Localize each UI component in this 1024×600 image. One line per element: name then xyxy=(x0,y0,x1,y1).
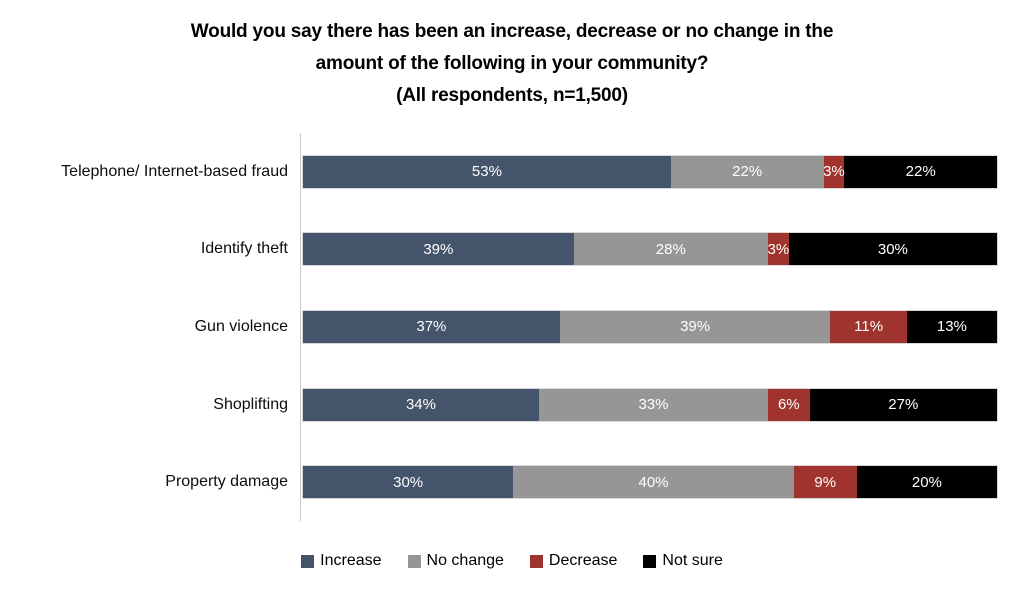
segment-value-label: 40% xyxy=(638,473,669,491)
segment-value-label: 13% xyxy=(936,318,967,336)
segment-value-label: 22% xyxy=(732,163,763,181)
chart-row: Property damage 30% 40% 9% 20% xyxy=(0,443,1024,521)
bar-segment-decrease: 3% xyxy=(767,233,790,266)
segment-value-label: 20% xyxy=(911,473,942,491)
bar-segment-not-sure: 13% xyxy=(906,310,997,343)
stacked-bar: 39% 28% 3% 30% xyxy=(302,232,998,267)
chart-row: Telephone/ Internet-based fraud 53% 22% 3% 2… xyxy=(0,133,1024,211)
category-label: Telephone/ Internet-based fraud xyxy=(61,162,288,180)
segment-value-label: 11% xyxy=(854,318,884,336)
chart-subtitle: (All respondents, n=1,500) xyxy=(396,85,628,106)
segment-value-label: 9% xyxy=(814,473,837,491)
category-label: Gun violence xyxy=(194,317,288,335)
stacked-bar: 30% 40% 9% 20% xyxy=(302,465,998,500)
category-label: Identify theft xyxy=(200,240,288,258)
bar-segment-no-change: 39% xyxy=(559,310,831,343)
legend-item-decrease: Decrease xyxy=(529,552,618,570)
legend-swatch-icon xyxy=(407,554,421,568)
segment-value-label: 3% xyxy=(823,163,845,181)
segment-value-label: 53% xyxy=(471,163,502,181)
bar-segment-increase: 53% xyxy=(303,155,671,188)
chart-title: Would you say there has been an increase… xyxy=(0,16,1024,112)
legend-swatch-icon xyxy=(301,554,315,568)
legend-label: Decrease xyxy=(548,552,618,569)
category-label: Property damage xyxy=(165,473,288,491)
chart-title-line-2: amount of the following in your communit… xyxy=(315,53,709,74)
legend-item-increase: Increase xyxy=(301,552,382,570)
legend-label: Increase xyxy=(320,552,382,569)
legend-swatch-icon xyxy=(643,554,657,568)
bar-segment-increase: 30% xyxy=(303,466,514,499)
bar-segment-decrease: 3% xyxy=(823,155,845,188)
bar-segment-no-change: 28% xyxy=(573,233,768,266)
legend-item-no-change: No change xyxy=(407,552,504,570)
bar-segment-no-change: 22% xyxy=(670,155,824,188)
legend-label: Not sure xyxy=(662,552,723,569)
plot-area: Telephone/ Internet-based fraud 53% 22% 3% 2… xyxy=(0,133,1024,521)
bar-segment-not-sure: 30% xyxy=(788,233,997,266)
legend-swatch-icon xyxy=(529,554,543,568)
segment-value-label: 37% xyxy=(416,318,447,336)
segment-value-label: 30% xyxy=(877,240,908,258)
bar-rows: Telephone/ Internet-based fraud 53% 22% 3% 2… xyxy=(0,133,1024,521)
bar-segment-decrease: 11% xyxy=(830,310,907,343)
segment-value-label: 22% xyxy=(905,163,936,181)
segment-value-label: 33% xyxy=(638,396,669,414)
y-axis-line xyxy=(300,133,301,521)
chart-row: Identify theft 39% 28% 3% 30% xyxy=(0,211,1024,289)
bar-segment-no-change: 40% xyxy=(513,466,794,499)
segment-value-label: 34% xyxy=(405,396,436,414)
segment-value-label: 6% xyxy=(777,396,800,414)
segment-value-label: 39% xyxy=(423,240,454,258)
bar-segment-decrease: 9% xyxy=(793,466,857,499)
chart-row: Gun violence 37% 39% 11% 13% xyxy=(0,288,1024,366)
bar-segment-not-sure: 22% xyxy=(844,155,997,188)
bar-segment-no-change: 33% xyxy=(538,388,768,421)
bar-segment-increase: 34% xyxy=(303,388,539,421)
legend: Increase No change Decrease Not sure xyxy=(0,552,1024,570)
bar-segment-not-sure: 20% xyxy=(856,466,997,499)
stacked-bar: 34% 33% 6% 27% xyxy=(302,387,998,422)
stacked-bar: 53% 22% 3% 22% xyxy=(302,154,998,189)
legend-item-not-sure: Not sure xyxy=(643,552,723,570)
segment-value-label: 39% xyxy=(680,318,711,336)
bar-segment-increase: 37% xyxy=(303,310,560,343)
segment-value-label: 30% xyxy=(393,473,424,491)
segment-value-label: 3% xyxy=(767,240,790,258)
legend-label: No change xyxy=(426,552,504,569)
bar-segment-decrease: 6% xyxy=(767,388,810,421)
chart-title-line-1: Would you say there has been an increase… xyxy=(190,21,834,42)
segment-value-label: 27% xyxy=(888,396,919,414)
bar-segment-not-sure: 27% xyxy=(809,388,997,421)
bar-segment-increase: 39% xyxy=(303,233,574,266)
segment-value-label: 28% xyxy=(655,240,686,258)
category-label: Shoplifting xyxy=(213,395,288,413)
chart-row: Shoplifting 34% 33% 6% 27% xyxy=(0,366,1024,444)
stacked-bar: 37% 39% 11% 13% xyxy=(302,309,998,344)
